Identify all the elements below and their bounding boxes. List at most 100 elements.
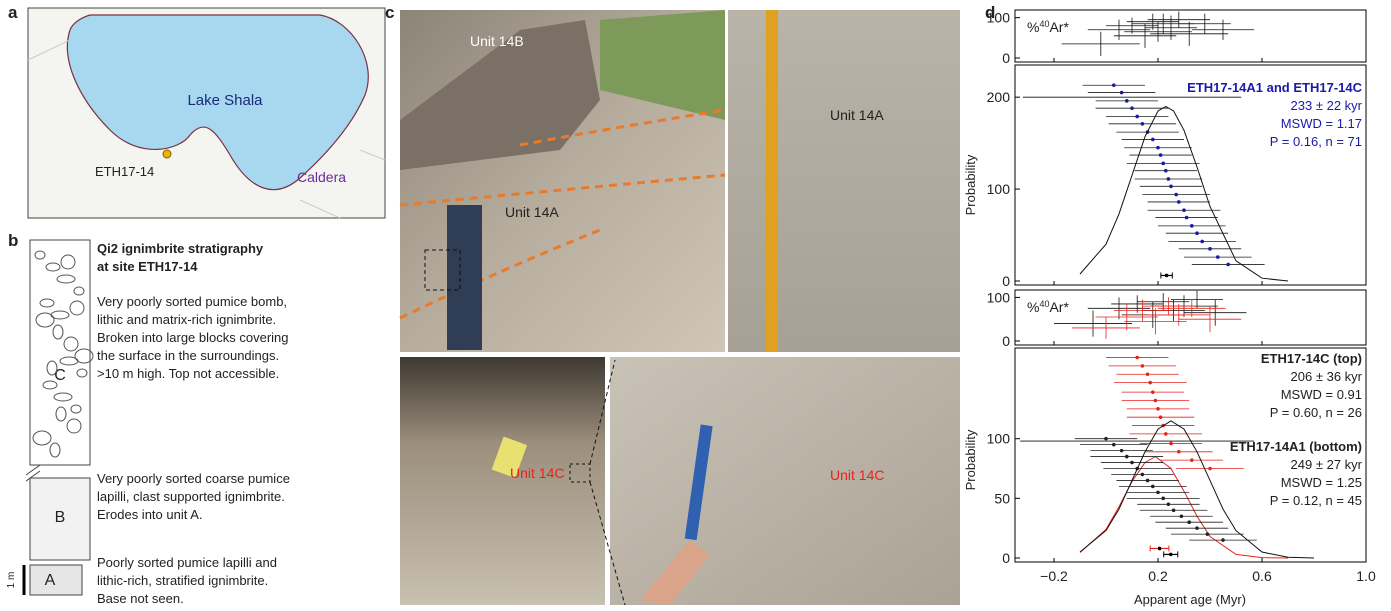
ar-label-part: % (1027, 299, 1039, 315)
plot-frame (1014, 9, 1367, 63)
y-axis-label: Probability (963, 154, 978, 215)
grain-age (1104, 436, 1108, 441)
series-name: ETH17-14A1 (bottom) (1230, 439, 1362, 454)
series-stat: 233 ± 22 kyr (1291, 98, 1363, 113)
hand (640, 540, 710, 605)
pumice-clast (73, 286, 85, 296)
unit-label: B (55, 509, 66, 526)
unit-label: Unit 14C (510, 465, 564, 481)
unit-description: Erodes into unit A. (97, 507, 203, 522)
panel-letter: a (8, 3, 18, 22)
contact-line (399, 108, 726, 320)
grain-age (1140, 122, 1145, 126)
pumice-clast (50, 310, 70, 320)
panel-a: a Lake Shala ETH17-14 Caldera (8, 3, 386, 219)
grain-age (1195, 526, 1199, 530)
panel-letter: c (385, 3, 394, 22)
grain-age (1177, 450, 1181, 454)
weighted-mean-point (1164, 273, 1169, 278)
notebook (491, 436, 528, 479)
y-tick-label: 100 (987, 431, 1011, 447)
grain-age (1187, 520, 1191, 525)
y-axis-label: Probability (963, 429, 978, 490)
x-tick-label: 0.6 (1252, 568, 1272, 584)
site-marker (162, 149, 172, 159)
series-stat: MSWD = 1.25 (1281, 475, 1362, 490)
plot-frame (1014, 64, 1367, 286)
pumice-clast (49, 442, 61, 458)
lake-label: Lake Shala (187, 92, 263, 109)
unit-description: lithic-rich, stratified ignimbrite. (97, 573, 268, 588)
ruler (766, 10, 778, 352)
grain-age (1158, 415, 1163, 420)
unit-description: lapilli, clast supported ignimbrite. (97, 489, 285, 504)
y-tick-label: 0 (1002, 50, 1010, 66)
grain-age (1112, 83, 1116, 88)
grain-age (1140, 472, 1145, 477)
grain-age (1164, 432, 1168, 436)
strat-title: Qi2 ignimbrite stratigraphy (97, 241, 264, 256)
x-tick-label: −0.2 (1040, 568, 1068, 584)
unit-b-column (29, 477, 91, 561)
unit-description: the surface in the surroundings. (97, 348, 279, 363)
x-axis-label: Apparent age (Myr) (1134, 592, 1246, 607)
pumice-clast (32, 430, 52, 446)
strat-title: at site ETH17-14 (97, 259, 198, 274)
grain-age (1125, 99, 1129, 103)
unit-description: Poorly sorted pumice lapilli and (97, 555, 277, 570)
unit-label: A (45, 572, 56, 589)
grain-age (1166, 502, 1171, 507)
series-stat: MSWD = 0.91 (1281, 387, 1362, 402)
probability-curve (1079, 456, 1289, 559)
ar-label-part: Ar* (1049, 19, 1069, 35)
grain-age (1208, 466, 1212, 471)
weighted-mean-point (1157, 546, 1162, 551)
pumice-clast (39, 298, 55, 308)
grain-age (1130, 106, 1134, 110)
zoom-line (589, 359, 626, 606)
pumice-clast (35, 312, 55, 328)
break-mark (25, 464, 41, 482)
grain-age (1195, 231, 1199, 236)
pumice-clast (53, 392, 73, 402)
ar-label: %40Ar* (1027, 299, 1069, 315)
grain-age (1166, 177, 1171, 181)
panel-letter: d (985, 3, 995, 22)
y-tick-label: 200 (987, 89, 1011, 105)
unit-description: Base not seen. (97, 591, 184, 606)
y-tick-label: 100 (987, 10, 1011, 26)
grain-age (1200, 239, 1204, 244)
panel-c: c Unit 14B Unit 14A Unit 14A Unit 14C Un… (385, 3, 960, 606)
ar-label-part: 40 (1039, 299, 1049, 309)
y-tick-label: 0 (1002, 273, 1010, 289)
grain-age (1156, 145, 1160, 150)
inset-box (424, 249, 461, 291)
pumice-clast (52, 324, 64, 340)
grain-age (1151, 137, 1155, 142)
panel-letter: b (8, 231, 18, 250)
grain-age (1151, 484, 1155, 489)
x-tick-label: 0.2 (1148, 568, 1168, 584)
pumice-clast (69, 300, 85, 316)
grain-age (1158, 153, 1163, 157)
grain-age (1169, 441, 1173, 446)
pumice-clast (45, 262, 61, 272)
grain-age (1125, 454, 1129, 459)
pumice-clast (55, 406, 67, 422)
ar-label-part: Ar* (1049, 299, 1069, 315)
grain-age (1156, 407, 1160, 411)
overhang (400, 20, 600, 170)
pumice-clast (56, 274, 76, 284)
pumice-clast (66, 418, 82, 434)
series-stat: MSWD = 1.17 (1281, 116, 1362, 131)
grain-age (1140, 364, 1145, 368)
series-stat: 249 ± 27 kyr (1291, 457, 1363, 472)
vegetation (600, 10, 725, 120)
pumice-clast (42, 380, 58, 390)
grain-age (1216, 255, 1220, 259)
x-tick-label: 1.0 (1356, 568, 1376, 584)
grain-age (1130, 460, 1134, 465)
grain-age (1169, 184, 1173, 189)
unit-a-column (29, 564, 83, 596)
grain-age (1161, 161, 1165, 166)
